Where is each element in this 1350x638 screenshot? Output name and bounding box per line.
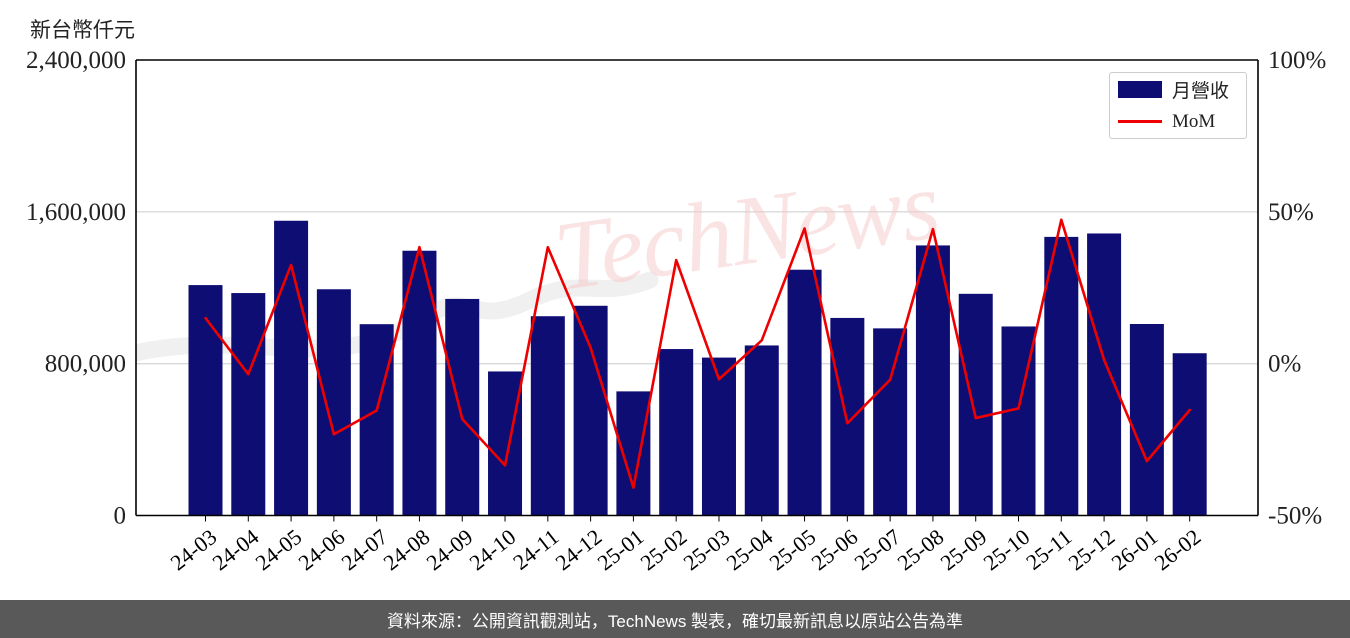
svg-text:TechNews: TechNews: [548, 151, 945, 312]
svg-text:0: 0: [114, 503, 127, 530]
svg-text:1,600,000: 1,600,000: [26, 199, 126, 226]
svg-text:50%: 50%: [1268, 199, 1314, 226]
svg-text:0%: 0%: [1268, 351, 1301, 378]
svg-text:800,000: 800,000: [45, 351, 126, 378]
svg-text:-50%: -50%: [1268, 503, 1322, 530]
svg-text:2,400,000: 2,400,000: [26, 47, 126, 74]
svg-text:100%: 100%: [1268, 47, 1326, 74]
